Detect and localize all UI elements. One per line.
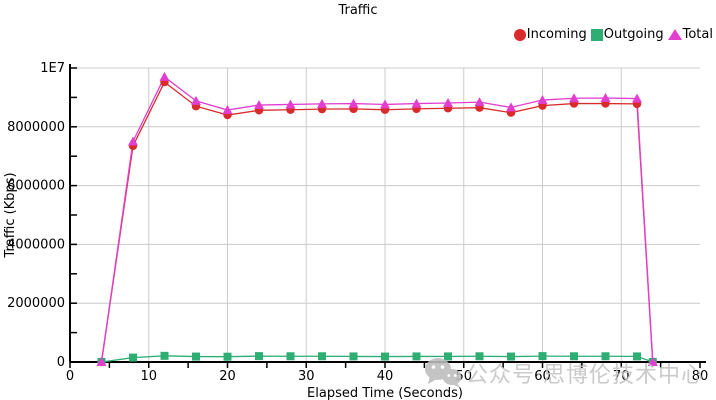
data-point-outgoing [570, 352, 578, 361]
y-tick-label: 2000000 [7, 296, 65, 311]
x-tick-label: 40 [377, 369, 394, 384]
data-point-outgoing [160, 351, 169, 360]
x-tick-label: 80 [692, 369, 709, 384]
data-point-outgoing [475, 352, 484, 361]
data-point-outgoing [381, 352, 389, 361]
data-point-total [96, 357, 107, 366]
data-point-total [128, 136, 138, 146]
data-point-total [317, 98, 327, 108]
y-axis-title: Traffic (Kbps) [3, 172, 18, 258]
chart-legend: Incoming Outgoing Total [510, 27, 713, 42]
legend-label: Outgoing [603, 27, 664, 42]
data-point-outgoing [192, 352, 200, 361]
data-point-total [411, 98, 422, 108]
data-point-total [506, 102, 516, 112]
data-point-outgoing [286, 352, 295, 361]
data-point-outgoing [444, 352, 452, 361]
x-tick-label: 10 [140, 369, 157, 384]
data-point-total [632, 93, 642, 103]
x-tick-label: 70 [613, 369, 630, 384]
data-point-outgoing [538, 352, 547, 361]
data-point-total [380, 99, 390, 109]
data-point-outgoing [129, 353, 137, 362]
legend-item-total: Total [667, 27, 713, 42]
y-tick-label: 1E7 [40, 61, 65, 76]
data-point-total [285, 99, 296, 109]
incoming-circle-icon [513, 28, 526, 41]
y-tick-label: 4000000 [7, 237, 65, 252]
data-point-outgoing [633, 352, 641, 361]
data-point-outgoing [601, 352, 610, 361]
data-point-total [443, 97, 453, 107]
x-tick-label: 60 [534, 369, 551, 384]
data-point-total [222, 105, 233, 115]
chart-title: Traffic [338, 3, 378, 18]
data-point-total [537, 95, 548, 105]
data-point-total [600, 92, 611, 102]
data-point-outgoing [412, 352, 421, 361]
x-tick-label: 0 [66, 369, 74, 384]
data-point-outgoing [349, 352, 358, 361]
x-tick-label: 30 [298, 369, 315, 384]
data-point-total [348, 98, 359, 108]
legend-item-incoming: Incoming [513, 27, 587, 42]
data-point-total [569, 93, 579, 103]
data-point-outgoing [255, 352, 263, 361]
legend-item-outgoing: Outgoing [590, 27, 664, 42]
y-tick-label: 0 [57, 355, 65, 370]
legend-label: Total [682, 27, 713, 42]
y-tick-label: 6000000 [7, 179, 65, 194]
series-line-incoming [100, 81, 654, 363]
x-tick-label: 20 [219, 369, 236, 384]
x-axis-title: Elapsed Time (Seconds) [307, 386, 463, 400]
data-point-outgoing [318, 352, 326, 361]
legend-label: Incoming [526, 27, 587, 42]
total-triangle-icon [667, 29, 682, 40]
data-point-total [254, 100, 264, 110]
data-point-outgoing [223, 352, 232, 361]
series-line-total [100, 75, 654, 363]
data-point-total [159, 71, 170, 81]
x-tick-label: 50 [455, 369, 472, 384]
data-point-total [647, 357, 658, 366]
y-tick-label: 8000000 [7, 120, 65, 135]
data-point-total [191, 95, 201, 105]
outgoing-square-icon [590, 28, 603, 41]
data-point-total [474, 97, 485, 107]
data-point-outgoing [507, 352, 515, 361]
